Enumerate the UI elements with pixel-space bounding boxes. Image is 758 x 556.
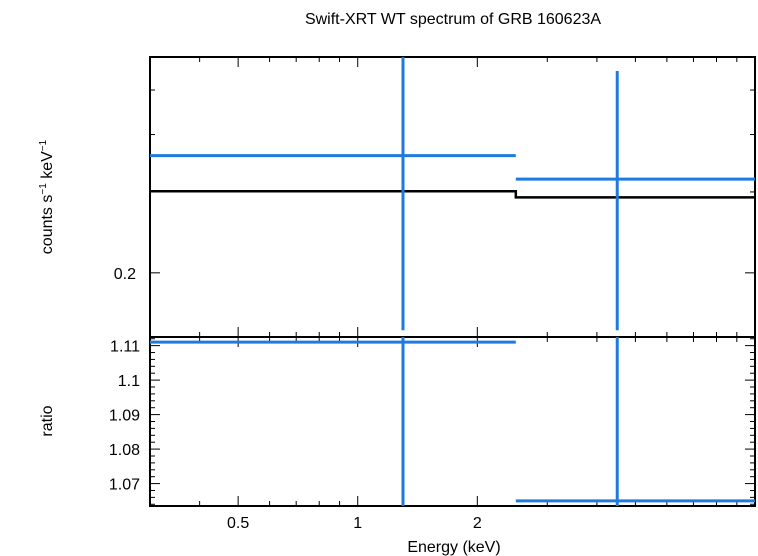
x-tick-label: 1 bbox=[353, 515, 362, 532]
spectrum-panel: 0.2 bbox=[114, 56, 756, 338]
y-tick-label: 1.11 bbox=[110, 339, 140, 356]
x-axis-label: Energy (keV) bbox=[407, 539, 500, 556]
y-axis-label-mid: keV bbox=[39, 151, 56, 183]
y-tick-label: 1.07 bbox=[109, 477, 140, 494]
y-tick-label: 1.08 bbox=[109, 442, 140, 459]
y-axis-label-top: counts s−1 keV−1 bbox=[38, 139, 56, 254]
y-tick-label: 1.09 bbox=[109, 408, 140, 425]
x-tick-label: 0.5 bbox=[227, 515, 249, 532]
model-step-line bbox=[150, 190, 755, 199]
y-axis-label-exp1: −1 bbox=[38, 183, 49, 195]
x-tick-label: 2 bbox=[473, 515, 482, 532]
y-tick-label: 0.2 bbox=[114, 266, 136, 283]
y-axis-label-bottom: ratio bbox=[39, 405, 56, 436]
y-tick-label: 1.1 bbox=[118, 373, 140, 390]
ratio-panel: 0.5 1 2 1.07 1.08 1.09 1.1 1.11 bbox=[109, 336, 756, 532]
y-axis-label-base: counts s bbox=[39, 195, 56, 255]
chart-title: Swift-XRT WT spectrum of GRB 160623A bbox=[305, 11, 601, 28]
ratio-frame bbox=[149, 336, 756, 507]
y-axis-label-exp2: −1 bbox=[38, 139, 49, 151]
